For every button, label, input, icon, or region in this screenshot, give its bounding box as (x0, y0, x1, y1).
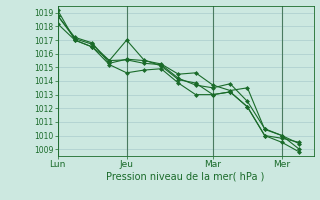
X-axis label: Pression niveau de la mer( hPa ): Pression niveau de la mer( hPa ) (107, 172, 265, 182)
